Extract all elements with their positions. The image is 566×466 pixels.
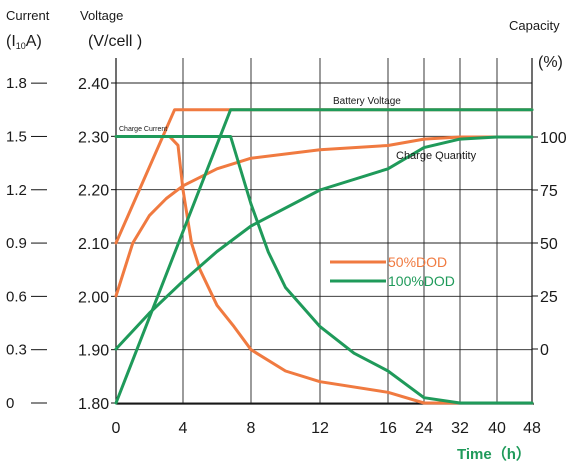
series-lines — [114, 108, 534, 405]
time-tick-label: 16 — [379, 420, 397, 437]
voltage-tick-label: 1.80 — [78, 396, 109, 413]
capacity-axis-title: Capacity — [509, 18, 560, 33]
legend-label-50dod: 50%DOD — [388, 254, 447, 270]
tick-labels: 1.8 1.5 1.2 0.9 0.6 0.3 0 2.40 2.30 2.20 2.10 2.00 1… — [6, 75, 566, 437]
grid — [116, 58, 533, 404]
capacity-tick-label: 100 — [540, 130, 566, 147]
current-tick-label: 1.5 — [6, 128, 27, 145]
voltage-tick-label: 2.30 — [78, 129, 109, 146]
current-tick-label: 0.6 — [6, 288, 27, 305]
time-tick-label: 8 — [247, 420, 256, 437]
capacity-tick-label: 75 — [540, 183, 558, 200]
voltage-tick-label: 2.40 — [78, 76, 109, 93]
capacity-tick-label: 0 — [540, 342, 549, 359]
time-tick-label: 0 — [112, 420, 121, 437]
capacity-tick-label: 50 — [540, 236, 558, 253]
current-tick-label: 0 — [6, 395, 14, 412]
annotation-charge-quantity: Charge Quantity — [396, 150, 477, 162]
legend-label-100dod: 100%DOD — [388, 273, 455, 289]
dod100-battery-voltage-line — [114, 108, 534, 405]
x-axis-title: Time（h） — [457, 445, 531, 463]
time-tick-label: 48 — [523, 420, 541, 437]
voltage-tick-label: 2.00 — [78, 289, 109, 306]
current-axis-title: Current — [6, 8, 50, 23]
current-tick-label: 0.9 — [6, 235, 27, 252]
time-tick-label: 32 — [451, 420, 469, 437]
voltage-axis-unit: (V/cell ) — [88, 33, 142, 50]
current-axis-unit: (I10A) — [6, 33, 42, 51]
voltage-tick-label: 2.10 — [78, 236, 109, 253]
current-tick-label: 1.2 — [6, 182, 27, 199]
voltage-tick-label: 1.90 — [78, 343, 109, 360]
time-tick-label: 12 — [311, 420, 329, 437]
capacity-axis-unit: (%) — [538, 54, 563, 71]
dod50-charge-quantity-line — [114, 135, 534, 298]
dod50-battery-voltage-line — [114, 108, 534, 245]
voltage-tick-label: 2.20 — [78, 183, 109, 200]
time-tick-label: 24 — [415, 420, 433, 437]
dod100-charge-quantity-line — [114, 135, 534, 351]
dod50-charge-current-line — [114, 135, 534, 405]
time-tick-label: 4 — [179, 420, 188, 437]
current-tick-label: 1.8 — [6, 75, 27, 92]
time-tick-label: 40 — [488, 420, 506, 437]
capacity-tick-label: 25 — [540, 289, 558, 306]
annotation-battery-voltage: Battery Voltage — [333, 96, 401, 107]
dod100-charge-current-line — [114, 135, 534, 405]
legend: 50%DOD 100%DOD — [330, 254, 455, 289]
voltage-axis-title: Voltage — [80, 8, 123, 23]
annotation-charge-current: Charge Current — [119, 126, 167, 133]
current-tick-label: 0.3 — [6, 342, 27, 359]
